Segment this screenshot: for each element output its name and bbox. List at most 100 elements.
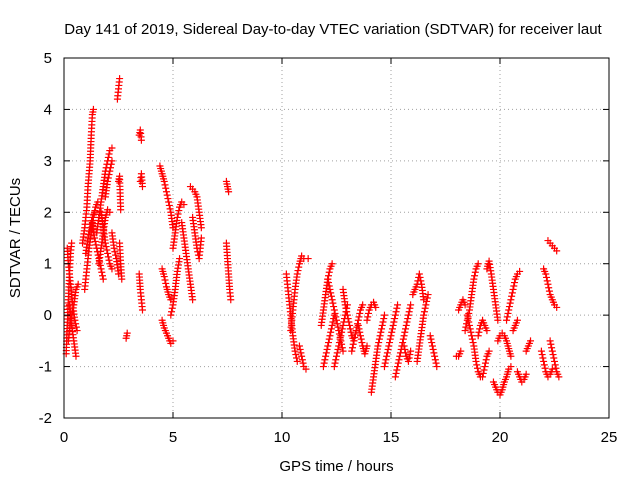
data-point (389, 321, 397, 329)
data-point (357, 335, 365, 343)
data-point (404, 311, 412, 319)
data-point (166, 205, 174, 213)
data-point (376, 332, 384, 340)
data-point (417, 277, 425, 285)
data-point (189, 296, 197, 304)
data-point (99, 275, 107, 283)
data-point (433, 363, 441, 371)
data-point (506, 299, 514, 307)
data-point (548, 347, 556, 355)
data-point (299, 359, 307, 367)
data-point (350, 337, 358, 345)
data-point (431, 356, 439, 364)
data-point (111, 248, 119, 256)
data-point (319, 363, 327, 371)
data-point (88, 217, 96, 225)
data-point (377, 328, 385, 336)
data-point (396, 352, 404, 360)
data-point (354, 321, 362, 329)
data-point (162, 279, 170, 287)
data-point (481, 359, 489, 367)
data-point (325, 282, 333, 290)
data-point (293, 357, 301, 365)
y-tick-label: -2 (39, 410, 52, 427)
data-point (345, 318, 353, 326)
data-point (327, 325, 335, 333)
data-point (372, 303, 380, 311)
data-point (421, 304, 429, 312)
data-point (400, 332, 408, 340)
data-point (471, 272, 479, 280)
data-point (482, 356, 490, 364)
data-point (108, 144, 116, 152)
data-point (503, 313, 511, 321)
data-point (475, 328, 483, 336)
data-point (328, 296, 336, 304)
data-point (326, 285, 334, 293)
data-point (470, 275, 478, 283)
y-axis: -2 -1 0 1 2 3 4 5 (39, 50, 609, 427)
data-point (325, 268, 333, 276)
data-point (394, 359, 402, 367)
data-point (540, 361, 548, 369)
data-point (513, 316, 521, 324)
data-point (480, 366, 488, 374)
data-point (107, 160, 115, 168)
data-point (380, 311, 388, 319)
data-point (544, 280, 552, 288)
data-point (537, 347, 545, 355)
data-point (471, 268, 479, 276)
data-point (333, 352, 340, 360)
data-point (539, 354, 547, 362)
data-point (541, 364, 549, 372)
data-point (325, 335, 333, 343)
data-point (359, 301, 367, 309)
data-point (174, 210, 182, 218)
data-point (494, 316, 502, 324)
data-point (400, 342, 408, 350)
data-point (383, 352, 391, 360)
data-point (334, 323, 342, 331)
data-point (543, 277, 551, 285)
data-point (72, 352, 80, 360)
data-point (553, 303, 561, 311)
data-point (406, 351, 414, 359)
data-point (549, 351, 557, 359)
data-point (356, 309, 364, 317)
data-point (91, 234, 99, 242)
data-point (351, 333, 359, 341)
data-point (395, 356, 403, 364)
data-point (507, 363, 515, 371)
x-axis-label: GPS time / hours (279, 458, 393, 475)
data-point (97, 265, 105, 273)
data-point (91, 208, 99, 216)
data-point (330, 306, 338, 314)
data-point (545, 284, 553, 292)
chart-title: Day 141 of 2019, Sidereal Day-to-day VTE… (64, 21, 602, 38)
data-point (422, 301, 430, 309)
data-point (330, 303, 338, 311)
data-point (424, 291, 432, 299)
data-point (343, 308, 351, 316)
data-point (405, 354, 413, 362)
data-point (407, 301, 415, 309)
data-point (388, 328, 396, 336)
data-point (167, 311, 175, 319)
data-point (467, 328, 475, 336)
y-tick-label: 1 (44, 256, 52, 273)
data-point (295, 263, 303, 271)
data-point (197, 224, 205, 232)
data-point (427, 335, 435, 343)
data-point (110, 244, 118, 252)
y-tick-label: 2 (44, 204, 52, 221)
data-point (401, 345, 409, 353)
data-point (84, 234, 92, 242)
data-point (104, 153, 112, 161)
data-point (485, 347, 493, 355)
data-point (387, 332, 395, 340)
data-point (332, 356, 340, 364)
data-point (394, 363, 402, 371)
data-point (105, 171, 113, 179)
data-point (344, 315, 352, 323)
data-point (338, 328, 346, 336)
